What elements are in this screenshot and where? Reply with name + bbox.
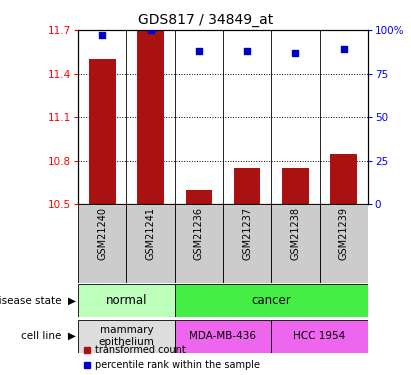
Text: MDA-MB-436: MDA-MB-436 (189, 331, 256, 341)
Bar (234, 168, 261, 204)
Text: GSM21237: GSM21237 (242, 207, 252, 260)
Text: GSM21241: GSM21241 (145, 207, 155, 260)
Bar (330, 153, 357, 204)
Text: normal: normal (106, 294, 147, 307)
Point (292, 50, 299, 55)
Text: GSM21240: GSM21240 (97, 207, 107, 260)
Bar (137, 30, 164, 204)
Point (99, 32, 106, 38)
Text: GSM21239: GSM21239 (339, 207, 349, 260)
Point (196, 48, 202, 54)
Bar (175, 204, 223, 283)
Text: GSM21238: GSM21238 (291, 207, 300, 260)
Text: disease state  ▶: disease state ▶ (0, 296, 76, 305)
Bar (271, 204, 320, 283)
Text: cancer: cancer (252, 294, 291, 307)
Point (147, 27, 154, 33)
Text: GDS817 / 34849_at: GDS817 / 34849_at (138, 13, 273, 27)
Text: HCC 1954: HCC 1954 (293, 331, 346, 341)
Bar (78, 204, 127, 283)
Legend: transformed count, percentile rank within the sample: transformed count, percentile rank withi… (83, 345, 260, 370)
Bar (127, 204, 175, 283)
Bar (175, 284, 368, 317)
Bar (271, 320, 368, 352)
Bar (320, 204, 368, 283)
Bar (175, 320, 271, 352)
Point (244, 48, 250, 54)
Bar (282, 168, 309, 204)
Bar (185, 190, 212, 204)
Bar (78, 320, 175, 352)
Point (340, 46, 347, 52)
Bar (223, 204, 271, 283)
Text: mammary
epithelium: mammary epithelium (99, 325, 154, 347)
Bar (78, 284, 175, 317)
Bar (89, 59, 115, 204)
Text: cell line  ▶: cell line ▶ (21, 331, 76, 341)
Text: GSM21236: GSM21236 (194, 207, 204, 260)
